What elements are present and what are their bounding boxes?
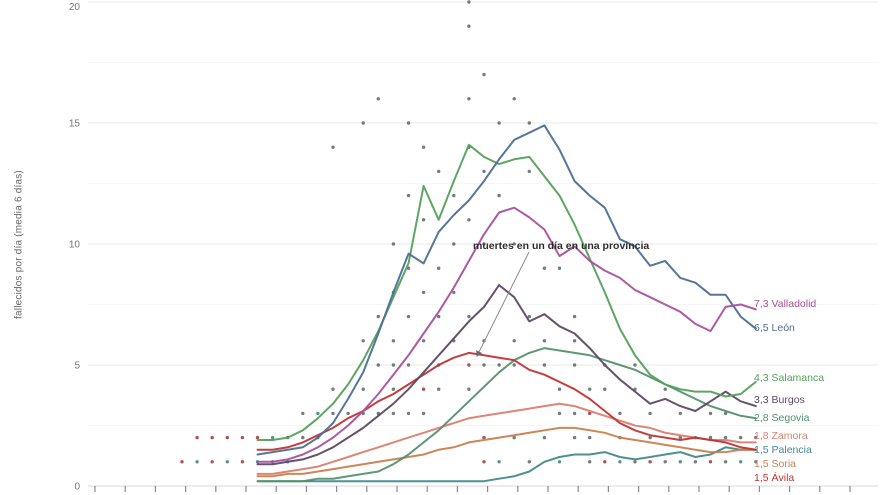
annotation-text: muertes en un día en una provincia (473, 240, 649, 252)
series-label-zamora: 1,8 Zamora (754, 430, 808, 442)
series-label-palencia: 1,5 Palencia (754, 444, 812, 456)
series-label-avila: 1,5 Ávila (754, 471, 794, 484)
y-axis-title: fallecidos por día (media 6 días) (13, 170, 25, 319)
series-end-labels: 1,5 Palencia 1,5 Soria 1,8 Zamora 2,8 Segov… (754, 298, 824, 484)
annotation-label: muertes en un día en una provincia (473, 240, 649, 252)
series-label-valladolid: 7,3 Valladolid (754, 298, 816, 310)
series-label-soria: 1,5 Soria (754, 458, 796, 470)
y-tick-label: 0 (74, 482, 80, 493)
series-line-valladolid (256, 206, 757, 463)
series-line-leon (256, 124, 757, 456)
y-tick-label: 15 (69, 119, 81, 130)
series-line-soria (256, 426, 757, 478)
series-label-segovia: 2,8 Segovia (754, 412, 810, 424)
series-line-segovia (256, 347, 757, 483)
series-label-leon: 6,5 León (754, 322, 795, 334)
series-line-palencia (256, 446, 757, 483)
series-line-salamanca (256, 143, 757, 441)
scatter-dots (180, 0, 758, 464)
series-line-burgos (256, 284, 757, 466)
series-label-burgos: 3,3 Burgos (754, 394, 805, 406)
series-lines (256, 124, 757, 483)
y-tick-label: 10 (69, 240, 81, 251)
annotation-pointer (476, 251, 530, 357)
x-axis-ticks (94, 486, 851, 492)
series-line-zamora (256, 402, 757, 475)
y-axis-tick-labels: 0 5 10 15 20 (69, 2, 81, 493)
series-line-avila (256, 351, 757, 451)
series-label-salamanca: 4,3 Salamanca (754, 372, 824, 384)
y-tick-label: 5 (74, 361, 80, 372)
y-tick-label: 20 (69, 2, 81, 13)
